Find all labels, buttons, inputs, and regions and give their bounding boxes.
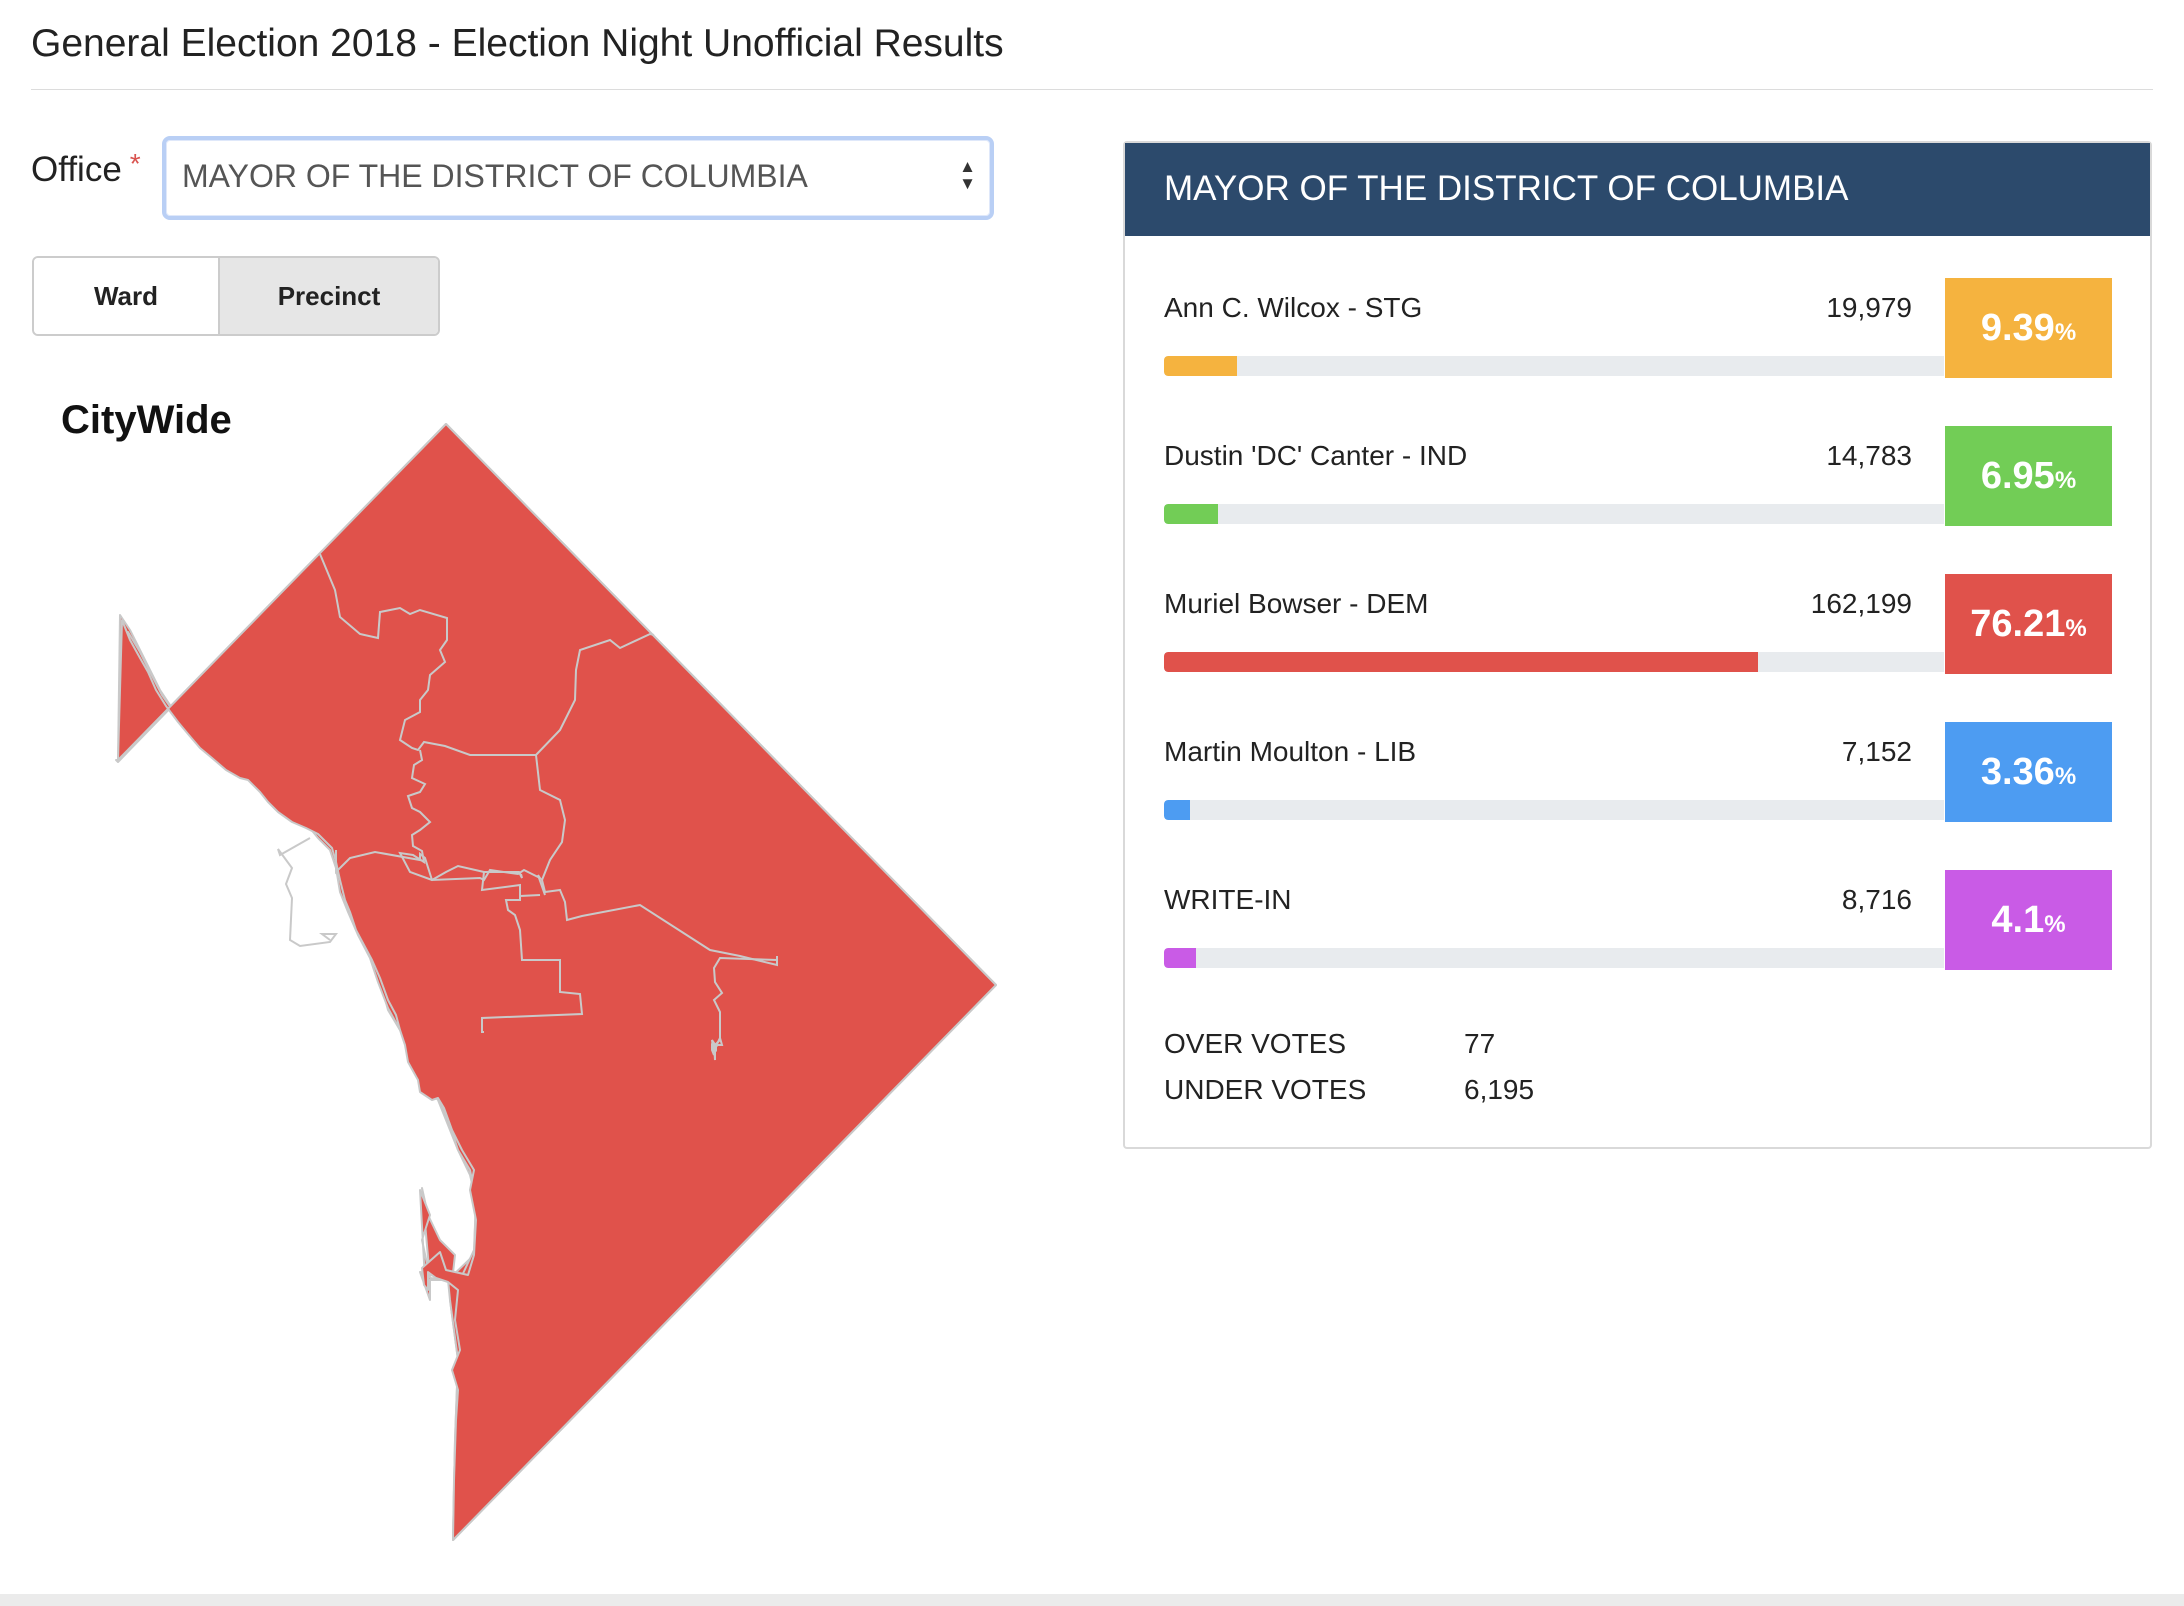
over-votes-value: 77 bbox=[1464, 1028, 1496, 1059]
precinct-toggle-button[interactable]: Precinct bbox=[220, 258, 438, 334]
under-votes-value: 6,195 bbox=[1464, 1074, 1535, 1105]
required-indicator: * bbox=[129, 148, 141, 179]
title-divider bbox=[31, 89, 2153, 90]
vote-bar-fill bbox=[1164, 948, 1196, 968]
dc-ward-map[interactable] bbox=[0, 0, 1100, 1560]
candidate-votes: 162,199 bbox=[1810, 588, 1912, 619]
candidate-name: Muriel Bowser - DEM bbox=[1164, 588, 1429, 619]
page-bottom-strip bbox=[0, 1594, 2184, 1606]
page-title: General Election 2018 - Election Night U… bbox=[31, 22, 1004, 65]
select-arrows-icon: ▲ ▼ bbox=[959, 157, 976, 193]
map-title: CityWide bbox=[61, 398, 232, 442]
candidate-row: Martin Moulton - LIB 7,152 3.36% bbox=[1125, 722, 2150, 826]
candidate-row: WRITE-IN 8,716 4.1% bbox=[1125, 870, 2150, 974]
dc-outline bbox=[117, 423, 997, 1541]
percent-badge: 6.95% bbox=[1945, 426, 2112, 526]
office-select-value: MAYOR OF THE DISTRICT OF COLUMBIA bbox=[182, 158, 808, 194]
over-votes-label: OVER VOTES bbox=[1164, 1028, 1347, 1059]
results-panel: MAYOR OF THE DISTRICT OF COLUMBIA Ann C.… bbox=[1123, 141, 2152, 1149]
office-select[interactable]: MAYOR OF THE DISTRICT OF COLUMBIA ▲ ▼ bbox=[162, 136, 994, 220]
vote-bar-track bbox=[1164, 948, 1944, 968]
percent-badge: 9.39% bbox=[1945, 278, 2112, 378]
vote-bar-track bbox=[1164, 652, 1944, 672]
candidate-name: Martin Moulton - LIB bbox=[1164, 736, 1417, 767]
office-label: Office * bbox=[31, 148, 141, 189]
candidate-votes: 19,979 bbox=[1826, 292, 1912, 323]
view-toggle-group: Ward Precinct bbox=[32, 256, 440, 336]
ward-toggle-button[interactable]: Ward bbox=[34, 258, 220, 334]
candidate-votes: 8,716 bbox=[1841, 884, 1912, 915]
vote-bar-track bbox=[1164, 504, 1944, 524]
candidate-row: Muriel Bowser - DEM 162,199 76.21% bbox=[1125, 574, 2150, 678]
percent-badge: 3.36% bbox=[1945, 722, 2112, 822]
results-header: MAYOR OF THE DISTRICT OF COLUMBIA bbox=[1125, 143, 2150, 236]
candidate-votes: 7,152 bbox=[1841, 736, 1912, 767]
vote-bar-fill bbox=[1164, 652, 1759, 672]
under-votes-label: UNDER VOTES bbox=[1164, 1074, 1367, 1105]
candidate-row: Ann C. Wilcox - STG 19,979 9.39% bbox=[1125, 278, 2150, 382]
ward-boundaries bbox=[277, 553, 778, 1061]
candidate-votes: 14,783 bbox=[1826, 440, 1912, 471]
over-votes-row: OVER VOTES 77 bbox=[1164, 1028, 1495, 1060]
vote-bar-fill bbox=[1164, 356, 1238, 376]
vote-bar-fill bbox=[1164, 800, 1191, 820]
under-votes-row: UNDER VOTES 6,195 bbox=[1164, 1074, 1534, 1106]
percent-badge: 4.1% bbox=[1945, 870, 2112, 970]
percent-badge: 76.21% bbox=[1945, 574, 2112, 674]
candidate-name: WRITE-IN bbox=[1164, 884, 1292, 915]
candidate-row: Dustin 'DC' Canter - IND 14,783 6.95% bbox=[1125, 426, 2150, 530]
vote-bar-fill bbox=[1164, 504, 1219, 524]
vote-bar-track bbox=[1164, 800, 1944, 820]
candidate-name: Dustin 'DC' Canter - IND bbox=[1164, 440, 1468, 471]
vote-bar-track bbox=[1164, 356, 1944, 376]
candidate-name: Ann C. Wilcox - STG bbox=[1164, 292, 1423, 323]
